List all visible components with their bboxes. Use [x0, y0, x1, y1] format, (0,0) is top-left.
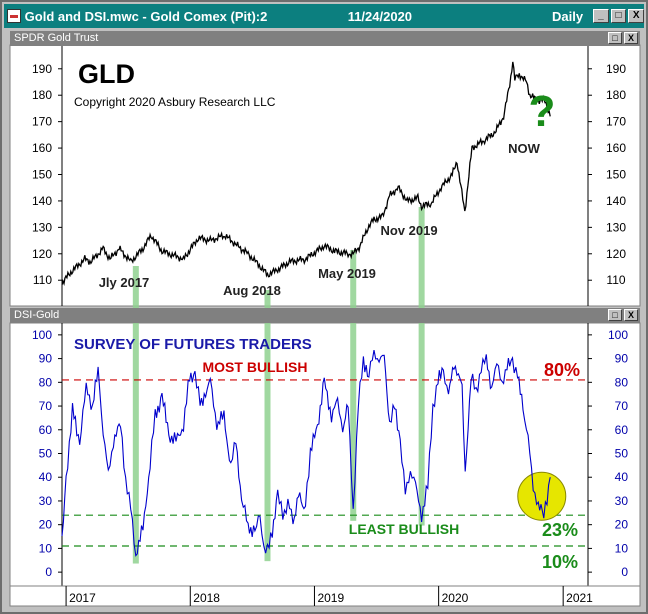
bot-ytick-right-0: 0 — [621, 565, 628, 579]
time-axis-strip — [9, 585, 641, 607]
dsi-line — [61, 349, 551, 557]
bot-ytick-left-70: 70 — [39, 399, 53, 413]
bottom-panel-background — [9, 322, 641, 587]
top-ytick-left-150: 150 — [32, 168, 52, 182]
minimize-button[interactable]: _ — [593, 9, 609, 23]
top-ytick-left-130: 130 — [32, 220, 52, 234]
bot-ytick-left-30: 30 — [39, 494, 53, 508]
xtick-label-2018: 2018 — [193, 591, 220, 605]
highlight-bar-3 — [418, 207, 425, 526]
gld-annotation-2: May 2019 — [318, 266, 376, 281]
bottom-pane-title: DSI-Gold — [14, 309, 60, 321]
low-reference-pct: 10% — [542, 552, 578, 572]
bot-ytick-right-60: 60 — [615, 423, 629, 437]
bot-ytick-right-30: 30 — [615, 494, 629, 508]
bottom-pane-close-button[interactable]: X — [624, 309, 638, 321]
highlight-bar-0 — [132, 266, 139, 564]
top-ytick-left-180: 180 — [32, 88, 52, 102]
xtick-label-2017: 2017 — [69, 591, 96, 605]
top-ytick-right-170: 170 — [606, 115, 626, 129]
top-ytick-right-190: 190 — [606, 62, 626, 76]
bot-ytick-right-10: 10 — [615, 541, 629, 555]
close-button[interactable]: X — [628, 9, 644, 23]
most-bullish-pct: 80% — [544, 360, 580, 380]
gld-annotation-3: Nov 2019 — [380, 223, 437, 238]
top-ytick-left-170: 170 — [32, 115, 52, 129]
bottom-pane-maximize-button[interactable]: □ — [608, 309, 622, 321]
top-ytick-right-130: 130 — [606, 220, 626, 234]
top-ytick-left-140: 140 — [32, 194, 52, 208]
top-ytick-right-150: 150 — [606, 168, 626, 182]
xtick-label-2021: 2021 — [566, 591, 593, 605]
question-mark: ? — [529, 87, 556, 136]
gld-price-line — [61, 61, 551, 286]
bot-ytick-right-40: 40 — [615, 470, 629, 484]
top-pane-title: SPDR Gold Trust — [14, 32, 99, 44]
maximize-button[interactable]: □ — [610, 9, 627, 23]
window-date: 11/24/2020 — [347, 8, 413, 24]
highlight-bar-1 — [264, 290, 271, 562]
window-title: Gold and DSI.mwc - Gold Comex (Pit):2 — [24, 8, 268, 24]
xtick-label-2020: 2020 — [442, 591, 469, 605]
top-ytick-right-160: 160 — [606, 141, 626, 155]
bot-ytick-right-100: 100 — [608, 328, 628, 342]
dsi-survey-title: SURVEY OF FUTURES TRADERS — [74, 336, 312, 353]
top-ytick-right-120: 120 — [606, 247, 626, 261]
current-reading-circle — [517, 471, 567, 521]
top-ytick-left-190: 190 — [32, 62, 52, 76]
bot-ytick-left-0: 0 — [45, 565, 52, 579]
least-bullish-label: LEAST BULLISH — [349, 521, 459, 537]
periodicity-label[interactable]: Daily — [552, 8, 584, 24]
top-panel-background — [9, 44, 641, 307]
gld-annotation-0: Jly 2017 — [99, 275, 150, 290]
top-ytick-right-140: 140 — [606, 194, 626, 208]
bottom-pane-title-bar: DSI-Gold □ X — [10, 308, 640, 323]
bot-ytick-left-50: 50 — [39, 447, 53, 461]
bot-ytick-left-90: 90 — [39, 352, 53, 366]
top-ytick-left-110: 110 — [33, 273, 52, 287]
bot-ytick-left-20: 20 — [39, 518, 53, 532]
bot-ytick-left-10: 10 — [39, 541, 53, 555]
bot-ytick-left-40: 40 — [39, 470, 53, 484]
bot-ytick-left-60: 60 — [39, 423, 53, 437]
bot-ytick-right-70: 70 — [615, 399, 629, 413]
gld-title: GLD — [78, 59, 135, 89]
app-icon — [7, 9, 21, 23]
top-ytick-left-160: 160 — [32, 141, 52, 155]
gld-annotation-4: NOW — [508, 141, 541, 156]
gld-copyright: Copyright 2020 Asbury Research LLC — [74, 95, 276, 109]
top-ytick-right-180: 180 — [606, 88, 626, 102]
bot-ytick-left-100: 100 — [32, 328, 52, 342]
gld-annotation-1: Aug 2018 — [223, 283, 281, 298]
bot-ytick-left-80: 80 — [39, 375, 53, 389]
bot-ytick-right-20: 20 — [615, 518, 629, 532]
bot-ytick-right-90: 90 — [615, 352, 629, 366]
highlight-bar-2 — [350, 250, 357, 521]
most-bullish-label: MOST BULLISH — [203, 359, 308, 375]
xtick-label-2019: 2019 — [317, 591, 344, 605]
bot-ytick-right-50: 50 — [615, 447, 629, 461]
bot-ytick-right-80: 80 — [615, 375, 629, 389]
top-pane-maximize-button[interactable]: □ — [608, 32, 622, 44]
top-ytick-left-120: 120 — [32, 247, 52, 261]
top-pane-close-button[interactable]: X — [624, 32, 638, 44]
top-ytick-right-110: 110 — [606, 273, 625, 287]
least-bullish-pct: 23% — [542, 520, 578, 540]
title-bar: Gold and DSI.mwc - Gold Comex (Pit):2 11… — [4, 4, 644, 28]
top-pane-title-bar: SPDR Gold Trust □ X — [10, 31, 640, 46]
